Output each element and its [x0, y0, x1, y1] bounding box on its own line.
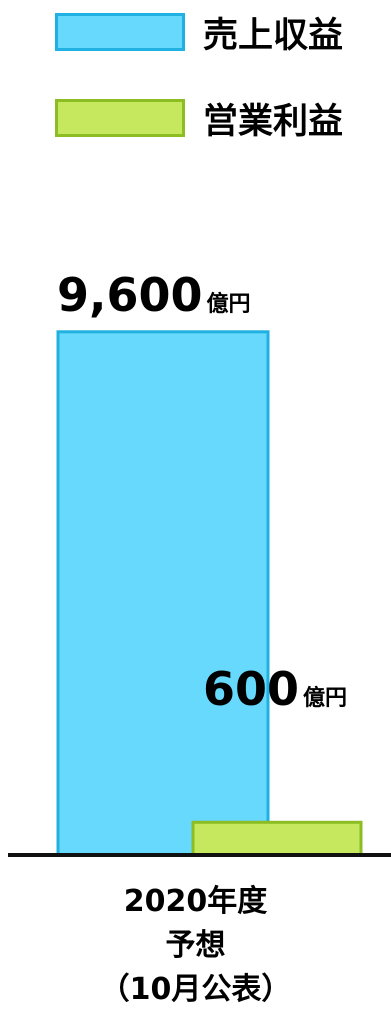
data-label-operating-profit: 600 億円	[203, 662, 347, 716]
legend-item-revenue: 売上収益	[55, 10, 343, 56]
category-label-line-2: 予想	[165, 928, 226, 963]
legend-label-revenue: 売上収益	[203, 15, 344, 56]
category-label-line-1: 2020年度	[123, 884, 268, 919]
bar-revenue	[56, 330, 270, 857]
data-label-revenue: 9,600 億円	[57, 268, 251, 322]
data-label-operating-profit-value: 600	[203, 662, 300, 716]
legend-label-operating-profit: 営業利益	[203, 101, 344, 142]
data-label-revenue-unit: 億円	[206, 292, 251, 317]
legend-swatch-operating-profit	[55, 99, 185, 137]
bar-operating-profit	[191, 820, 363, 857]
category-label: 2020年度 予想 （10月公表）	[0, 880, 391, 1012]
data-label-revenue-value: 9,600	[57, 268, 203, 322]
data-label-operating-profit-unit: 億円	[303, 686, 348, 711]
legend-item-operating-profit: 営業利益	[55, 96, 343, 142]
legend-swatch-revenue	[55, 13, 185, 51]
category-label-line-3: （10月公表）	[99, 972, 292, 1007]
